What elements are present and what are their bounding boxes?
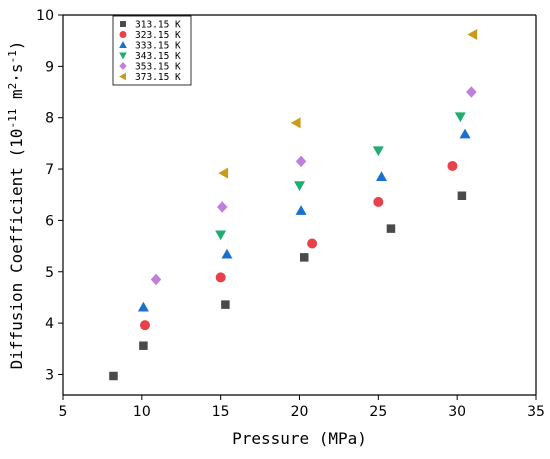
- x-tick-label: 5: [59, 404, 68, 420]
- y-tick-label: 5: [45, 265, 54, 281]
- data-point: [137, 301, 149, 312]
- y-axis-title-prefix: Diffusion Coefficient (10: [7, 129, 26, 370]
- x-tick-label: 15: [212, 404, 230, 420]
- data-point: [109, 371, 118, 381]
- x-tick-label: 20: [291, 404, 309, 420]
- legend-marker: [119, 41, 127, 48]
- y-axis-title-exp1: -11: [6, 109, 19, 129]
- ticks: 5 10 15 20 25 30 35 3 4 5 6 7 8 9 10: [36, 8, 545, 420]
- data-point: [221, 300, 230, 309]
- data-point: [447, 160, 458, 171]
- y-tick-label: 7: [45, 162, 54, 178]
- y-tick-label: 6: [45, 213, 54, 229]
- legend-label: 373.15 K: [135, 72, 181, 83]
- legend-marker: [119, 61, 127, 71]
- data-point: [459, 128, 471, 139]
- y-tick-label: 8: [45, 111, 54, 127]
- x-tick-label: 35: [527, 404, 545, 420]
- data-point: [294, 181, 305, 191]
- data-point: [218, 167, 229, 179]
- y-axis-title-exp2: 2: [6, 83, 19, 90]
- data-point: [216, 201, 228, 213]
- x-tick-label: 25: [369, 404, 387, 420]
- data-point: [307, 238, 318, 249]
- data-point: [290, 117, 301, 129]
- data-point: [454, 112, 466, 123]
- data-point: [386, 224, 396, 233]
- data-point: [215, 230, 227, 241]
- data-point: [375, 171, 387, 182]
- y-axis-title-close: ): [7, 41, 26, 51]
- legend-marker: [119, 72, 126, 81]
- data-point: [295, 205, 307, 215]
- y-axis-title-exp3: -1: [6, 50, 19, 63]
- data-point: [457, 191, 467, 201]
- data-point: [221, 248, 233, 259]
- x-tick-label: 30: [448, 404, 466, 420]
- legend-frame: [112, 15, 192, 86]
- data-point: [139, 341, 148, 350]
- legend-label: 313.15 K: [135, 20, 181, 31]
- y-tick-label: 3: [45, 367, 54, 383]
- legend-label: 323.15 K: [135, 30, 181, 41]
- y-tick-label: 10: [36, 8, 54, 24]
- y-axis-title-suffix: ·s: [7, 64, 26, 83]
- data-point: [466, 86, 477, 98]
- x-tick-label: 10: [133, 404, 151, 420]
- x-axis-title: Pressure (MPa): [232, 429, 367, 448]
- legend-marker: [120, 21, 126, 27]
- data-point: [373, 196, 384, 207]
- data-point: [372, 146, 384, 157]
- legend-label: 333.15 K: [135, 41, 181, 52]
- legend-marker: [119, 52, 127, 60]
- data-point: [299, 253, 309, 262]
- data-point: [150, 273, 162, 286]
- data-point: [467, 29, 478, 41]
- y-axis-title: Diffusion Coefficient (10-11 m2·s-1): [6, 41, 27, 370]
- data-points: [109, 29, 478, 381]
- legend-label: 353.15 K: [135, 62, 181, 73]
- data-point: [215, 272, 226, 283]
- legend-marker: [119, 31, 127, 38]
- legend-label: 343.15 K: [135, 51, 181, 62]
- y-tick-label: 9: [45, 59, 54, 75]
- data-point: [295, 155, 307, 168]
- y-axis-title-mid: m: [7, 89, 26, 108]
- y-tick-label: 4: [45, 316, 54, 332]
- data-point: [139, 320, 150, 331]
